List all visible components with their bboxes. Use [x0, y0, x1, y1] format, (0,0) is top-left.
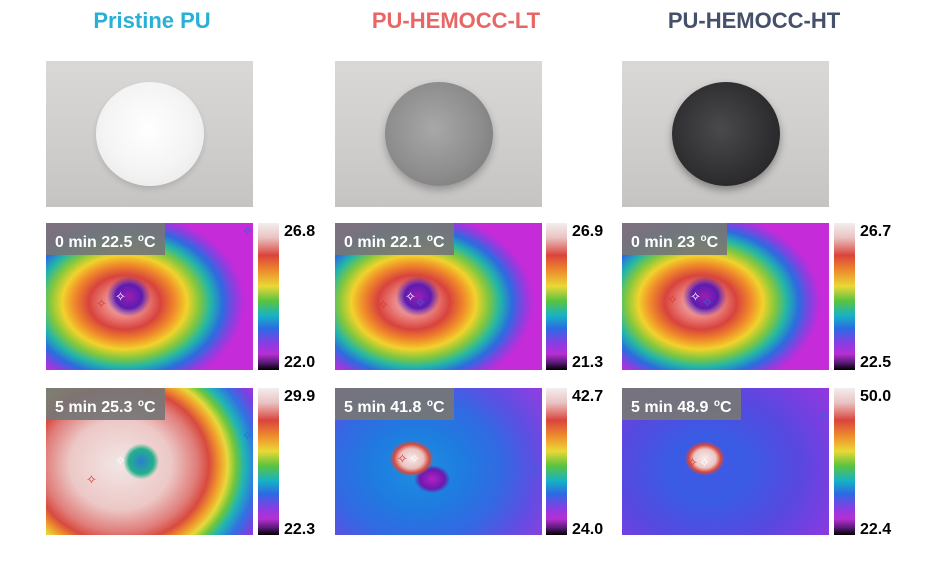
crosshair-hot-icon: ✧ — [409, 451, 420, 466]
scale-min-label: 22.0 — [284, 354, 316, 371]
crosshair-blue-icon: ✧ — [529, 463, 540, 478]
scale-max-label: 29.9 — [284, 388, 316, 405]
crosshair-red-icon: ✧ — [96, 296, 107, 311]
crosshair-hot-icon: ✧ — [115, 289, 126, 304]
crosshair-red-icon: ✧ — [687, 455, 698, 470]
scale-max-label: 26.7 — [860, 223, 892, 240]
crosshair-blue-icon: ✧ — [242, 428, 253, 443]
column-title: Pristine PU — [93, 8, 211, 33]
scale-max-label: 50.0 — [860, 388, 892, 405]
thermal-image-0min: 0 min 22.5 oC ✧ ✧ ✧ — [46, 223, 253, 370]
scale-max-label: 26.8 — [284, 223, 316, 240]
crosshair-red-icon: ✧ — [378, 297, 389, 312]
time-temp-badge: 0 min 22.1 oC — [335, 223, 454, 255]
time-temp-badge: 5 min 41.8 oC — [335, 388, 454, 420]
scale-max-label: 42.7 — [572, 388, 604, 405]
color-scale-bar — [546, 223, 567, 370]
scale-min-label: 22.5 — [860, 354, 892, 371]
color-scale-bar — [834, 223, 855, 370]
color-scale-bar — [834, 388, 855, 535]
crosshair-blue-icon: ✧ — [702, 295, 713, 310]
time-temp-badge: 0 min 23 oC — [622, 223, 728, 255]
scale-max-label: 26.9 — [572, 223, 604, 240]
column-title: PU-HEMOCC-HT — [667, 8, 841, 33]
column-pristine-pu: Pristine PU 0 min 22.5 oC ✧ ✧ ✧ 26.8 22.… — [0, 0, 315, 561]
foam-disk — [95, 82, 204, 186]
scale-min-label: 24.0 — [572, 521, 604, 538]
time-temp-badge: 0 min 22.5 oC — [46, 223, 165, 255]
scale-min-label: 22.4 — [860, 521, 892, 538]
crosshair-hot-icon: ✧ — [690, 289, 701, 304]
color-scale-bar — [258, 388, 279, 535]
foam-disk — [384, 82, 493, 186]
crosshair-blue-icon: ✧ — [242, 223, 253, 238]
crosshair-red-icon: ✧ — [667, 292, 678, 307]
thermal-image-0min: 0 min 22.1 oC ✧ ✧ ✧ — [335, 223, 542, 370]
column-pu-hemocc-ht: PU-HEMOCC-HT 0 min 23 oC ✧ ✧ ✧ 26.7 22.5… — [600, 0, 900, 561]
foam-disk — [671, 82, 780, 186]
thermal-image-5min: 5 min 41.8 oC ✧ ✧ ✧ — [335, 388, 542, 535]
color-scale-bar — [258, 223, 279, 370]
sample-photo — [622, 61, 829, 207]
thermal-image-5min: 5 min 25.3 oC ✧ ✧ ✧ — [46, 388, 253, 535]
crosshair-blue-icon: ✧ — [818, 409, 829, 424]
crosshair-hot-icon: ✧ — [405, 289, 416, 304]
column-pu-hemocc-lt: PU-HEMOCC-LT 0 min 22.1 oC ✧ ✧ ✧ 26.9 21… — [300, 0, 604, 561]
crosshair-hot-icon: ✧ — [699, 455, 710, 470]
color-scale-bar — [546, 388, 567, 535]
crosshair-blue-icon: ✧ — [415, 295, 426, 310]
crosshair-hot-icon: ✧ — [115, 453, 126, 468]
thermal-image-5min: 5 min 48.9 oC ✧ ✧ ✧ — [622, 388, 829, 535]
scale-min-label: 21.3 — [572, 354, 604, 371]
time-temp-badge: 5 min 25.3 oC — [46, 388, 165, 420]
thermal-image-0min: 0 min 23 oC ✧ ✧ ✧ — [622, 223, 829, 370]
crosshair-red-icon: ✧ — [397, 451, 408, 466]
time-temp-badge: 5 min 48.9 oC — [622, 388, 741, 420]
sample-photo — [335, 61, 542, 207]
crosshair-red-icon: ✧ — [86, 472, 97, 487]
scale-min-label: 22.3 — [284, 521, 316, 538]
sample-photo — [46, 61, 253, 207]
column-title: PU-HEMOCC-LT — [371, 8, 541, 33]
